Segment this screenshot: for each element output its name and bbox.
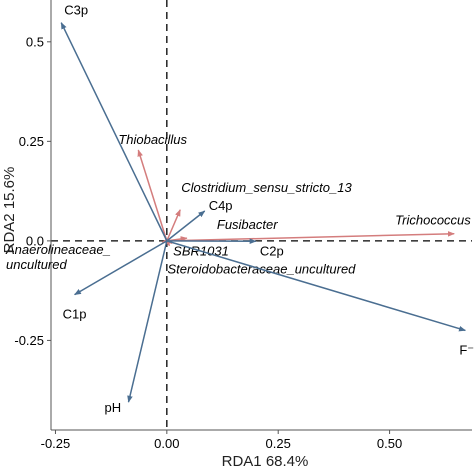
- taxon-label-fusibacter: Fusibacter: [217, 217, 278, 232]
- env-arrow-c4p: [166, 210, 206, 242]
- env-arrow-c3p: [60, 22, 168, 242]
- env-arrow-c1p: [74, 240, 168, 296]
- x-tick-label: 0.50: [377, 436, 402, 451]
- y-tick-label: 0.5: [26, 34, 44, 49]
- env-label-ph: pH: [105, 400, 122, 415]
- taxon-label-clostridium-sensu-stricto-13: Clostridium_sensu_stricto_13: [181, 180, 352, 195]
- environmental-vectors: C3p C4p C2p C1p pH F⁻: [60, 3, 474, 415]
- x-axis-ticks: -0.25 0.00 0.25 0.50: [41, 430, 402, 451]
- env-arrow-f: [166, 240, 466, 332]
- taxon-label-thiobacillus: Thiobacillus: [118, 132, 187, 147]
- env-label-c4p: C4p: [209, 198, 233, 213]
- axes: -0.25 0.00 0.25 0.50 -0.25 0.0 0.25 0.5: [14, 0, 472, 451]
- env-label-c3p: C3p: [64, 3, 88, 18]
- y-tick-label: 0.0: [26, 233, 44, 248]
- y-axis-title: RDA2 15.6%: [1, 167, 18, 254]
- env-arrow-ph: [127, 240, 168, 403]
- env-label-c2p: C2p: [260, 243, 284, 258]
- taxon-arrow-trichococcus: [166, 231, 455, 242]
- x-tick-label: 0.25: [266, 436, 291, 451]
- y-axis-ticks: -0.25 0.0 0.25 0.5: [14, 34, 51, 348]
- taxon-arrow-clostridium-sensu-stricto-13: [166, 209, 181, 242]
- x-axis-title: RDA1 68.4%: [222, 453, 309, 470]
- env-label-c1p: C1p: [63, 307, 87, 322]
- taxa-vectors: Thiobacillus Clostridium_sensu_stricto_13…: [5, 132, 471, 277]
- taxon-label-trichococcus: Trichococcus: [395, 213, 471, 228]
- plot-area: Thiobacillus Clostridium_sensu_stricto_13…: [5, 0, 474, 430]
- taxon-arrow-thiobacillus: [137, 149, 168, 242]
- taxon-label-anaerolineaceae-uncultured: Anaerolineaceae_ uncultured: [5, 242, 111, 272]
- env-label-f: F⁻: [459, 342, 474, 357]
- y-tick-label: -0.25: [14, 333, 44, 348]
- x-tick-label: 0.00: [154, 436, 179, 451]
- y-tick-label: 0.25: [19, 134, 44, 149]
- x-tick-label: -0.25: [41, 436, 71, 451]
